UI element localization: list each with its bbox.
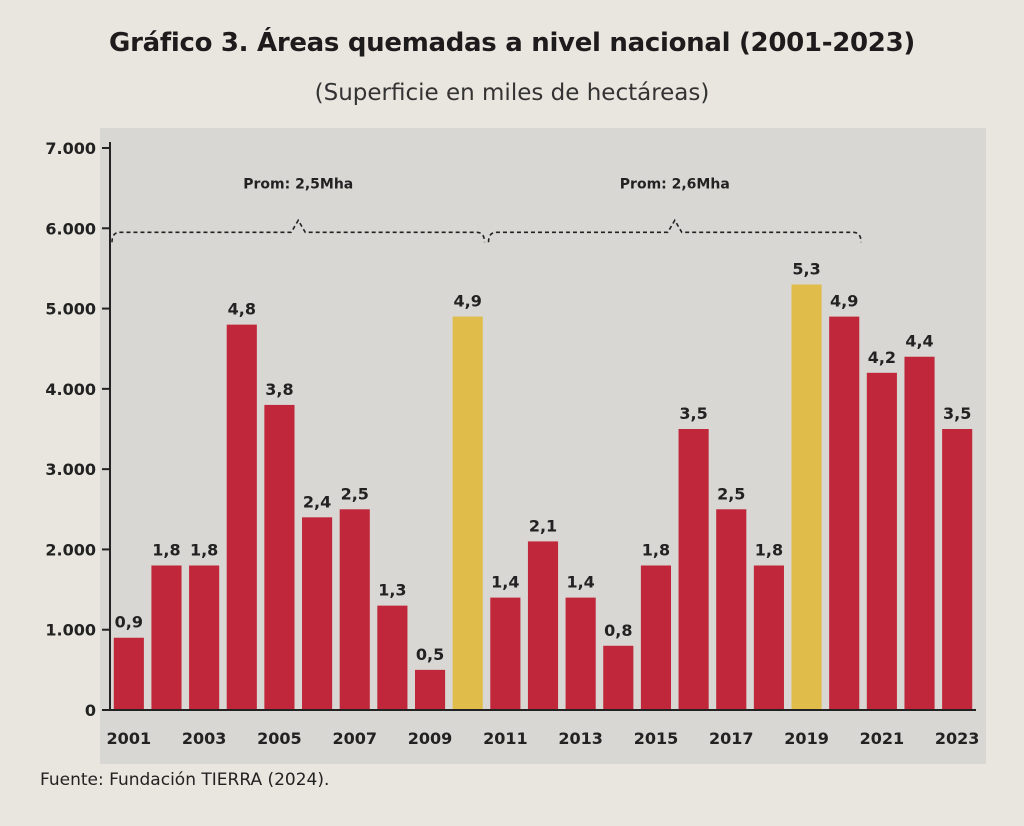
data-label-2003: 1,8 — [190, 540, 218, 559]
data-label-2007: 2,5 — [341, 484, 369, 503]
bar-2012 — [527, 541, 559, 710]
bar-2011 — [490, 597, 521, 710]
data-label-2004: 4,8 — [228, 300, 256, 319]
average-brace-2 — [487, 218, 862, 243]
y-tick-label: 6.000 — [45, 219, 96, 238]
bar-2018 — [753, 565, 784, 710]
data-label-2015: 1,8 — [642, 540, 670, 559]
bar-2002 — [151, 565, 182, 710]
y-tick-label: 7.000 — [45, 139, 96, 158]
average-label-1: Prom: 2,5Mha — [243, 176, 353, 192]
x-tick-label: 2013 — [558, 729, 603, 748]
x-tick-label: 2007 — [332, 729, 377, 748]
average-brace-1 — [111, 218, 486, 243]
bar-2022 — [904, 356, 935, 710]
bar-2001 — [113, 637, 144, 710]
bar-2014 — [603, 645, 634, 710]
data-label-2009: 0,5 — [416, 645, 444, 664]
data-label-2006: 2,4 — [303, 492, 331, 511]
bar-2023 — [942, 429, 973, 710]
bar-2005 — [264, 404, 295, 710]
bar-2015 — [640, 565, 672, 710]
data-label-2021: 4,2 — [868, 348, 896, 367]
bar-2020 — [829, 316, 860, 710]
data-label-2019: 5,3 — [792, 259, 820, 278]
data-label-2011: 1,4 — [491, 573, 519, 592]
data-label-2005: 3,8 — [265, 380, 293, 399]
y-tick-label: 0 — [85, 701, 96, 720]
y-tick-label: 3.000 — [45, 460, 96, 479]
data-label-2022: 4,4 — [905, 332, 933, 351]
bar-2003 — [189, 565, 220, 710]
x-tick-label: 2017 — [709, 729, 754, 748]
x-tick-label: 2001 — [107, 729, 152, 748]
bar-2013 — [565, 597, 596, 710]
average-label-2: Prom: 2,6Mha — [620, 176, 730, 192]
bar-2010 — [452, 316, 483, 710]
data-label-2002: 1,8 — [152, 540, 180, 559]
y-tick-label: 1.000 — [45, 621, 96, 640]
bar-2008 — [377, 605, 408, 710]
x-tick-label: 2015 — [634, 729, 679, 748]
data-label-2012: 2,1 — [529, 516, 557, 535]
y-tick-label: 4.000 — [45, 380, 96, 399]
bar-2006 — [302, 517, 333, 710]
bar-2017 — [716, 509, 747, 710]
bar-2004 — [226, 324, 257, 710]
data-label-2014: 0,8 — [604, 621, 632, 640]
x-tick-label: 2003 — [182, 729, 227, 748]
data-label-2001: 0,9 — [115, 613, 143, 632]
bar-2009 — [414, 669, 446, 710]
bar-2021 — [866, 372, 897, 710]
x-tick-label: 2011 — [483, 729, 528, 748]
bar-2007 — [339, 509, 370, 710]
y-tick-label: 5.000 — [45, 300, 96, 319]
x-tick-label: 2009 — [408, 729, 453, 748]
bar-chart: 0 1.000 2.000 3.000 4.000 5.000 6.000 7.000 0,9 1… — [45, 128, 986, 764]
data-label-2017: 2,5 — [717, 484, 745, 503]
data-label-2018: 1,8 — [755, 540, 783, 559]
x-tick-label: 2021 — [860, 729, 905, 748]
data-label-2010: 4,9 — [454, 292, 482, 311]
data-label-2013: 1,4 — [566, 573, 594, 592]
bar-2019 — [791, 284, 822, 710]
chart-title: Gráfico 3. Áreas quemadas a nivel nacion… — [109, 28, 915, 58]
data-label-2016: 3,5 — [679, 404, 707, 423]
x-tick-label: 2005 — [257, 729, 302, 748]
chart-subtitle: (Superficie en miles de hectáreas) — [314, 80, 710, 106]
x-tick-label: 2019 — [784, 729, 829, 748]
data-label-2023: 3,5 — [943, 404, 971, 423]
data-label-2008: 1,3 — [378, 581, 406, 600]
source-note: Fuente: Fundación TIERRA (2024). — [40, 770, 330, 790]
y-tick-label: 2.000 — [45, 540, 96, 559]
bar-2016 — [678, 429, 709, 710]
data-label-2020: 4,9 — [830, 292, 858, 311]
x-tick-label: 2023 — [935, 729, 980, 748]
